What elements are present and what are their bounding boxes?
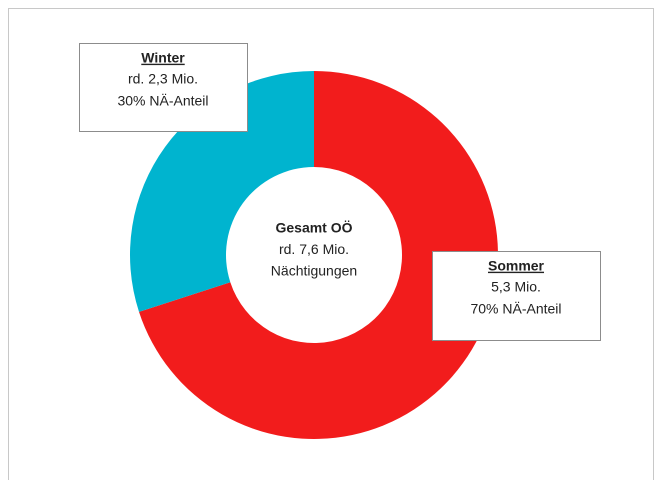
label-title: Sommer	[488, 258, 545, 274]
value-label: 70% NÄ-Anteil	[470, 301, 561, 317]
label-box	[432, 251, 601, 341]
value-label: 30% NÄ-Anteil	[117, 93, 208, 109]
center-label: Gesamt OÖ	[275, 220, 352, 236]
center-label: Nächtigungen	[271, 263, 357, 279]
label-box	[79, 43, 248, 132]
label-amount: 5,3 Mio.	[491, 279, 541, 295]
label-title: Winter	[141, 50, 185, 66]
donut-segment	[129, 71, 314, 312]
center-label: rd. 7,6 Mio.	[279, 241, 349, 257]
donut-segment	[139, 71, 498, 440]
label-amount: rd. 2,3 Mio.	[128, 71, 198, 87]
